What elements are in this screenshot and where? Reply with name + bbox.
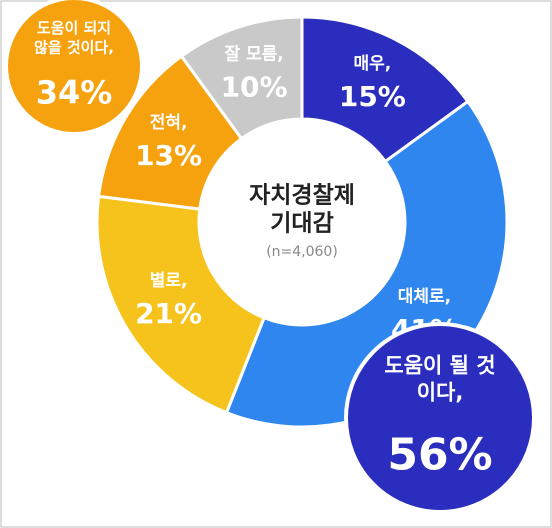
callout-value: 34% [36, 74, 113, 112]
slice-value: 21% [135, 297, 202, 330]
slice-label: 별로, [150, 271, 188, 291]
slice [300, 15, 470, 164]
callout [4, 0, 144, 136]
slice-value: 10% [221, 71, 288, 104]
callout-text: 도움이 되지 [37, 19, 111, 37]
center-subtitle: (n=4,060) [266, 244, 338, 260]
slice-value: 15% [339, 80, 406, 113]
callout [344, 322, 536, 514]
callout-value: 56% [387, 429, 492, 480]
center-title: 기대감 [270, 211, 333, 237]
slice-label: 대체로, [398, 287, 451, 307]
slice [96, 54, 244, 211]
slice [95, 194, 267, 415]
slice [179, 15, 304, 141]
slice-label: 잘 모름, [224, 44, 283, 65]
slice-label: 전혀, [150, 113, 188, 133]
slice-value: 13% [135, 139, 202, 172]
slice-label: 매우, [353, 54, 391, 74]
callout-text: 않을 것이다, [34, 39, 114, 57]
center-title: 자치경찰제 [249, 183, 355, 209]
callout-text: 이다, [417, 381, 464, 405]
callout-text: 도움이 될 것 [384, 353, 495, 377]
